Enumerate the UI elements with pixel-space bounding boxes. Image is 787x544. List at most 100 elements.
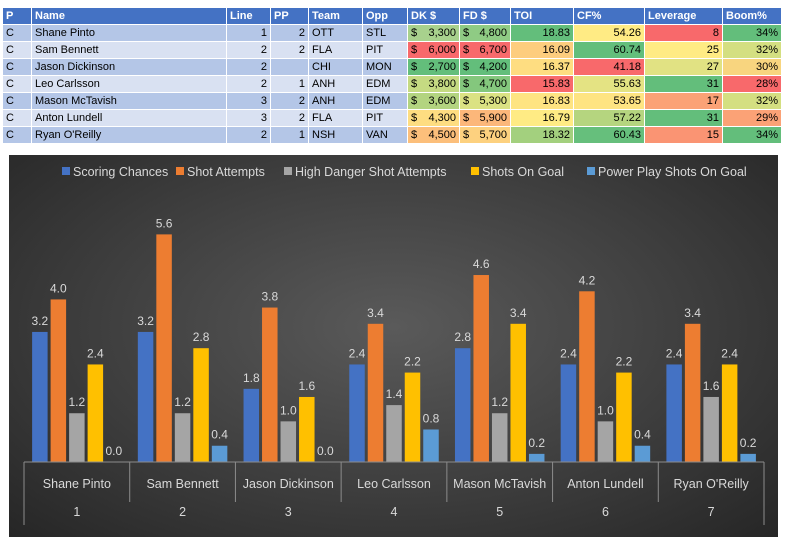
cell-team[interactable]: NSH	[308, 126, 363, 144]
table-row[interactable]: C Ryan O'Reilly 2 1 NSH VAN $4,500 $5,700 18.32 6…	[2, 126, 782, 144]
bar[interactable]	[491, 413, 508, 462]
bar[interactable]	[156, 234, 172, 462]
header-dk[interactable]: DK $	[407, 7, 460, 25]
bar[interactable]	[666, 364, 682, 462]
bar[interactable]	[616, 372, 632, 462]
bar[interactable]	[193, 348, 209, 462]
cell-cf-pct[interactable]: 60.43	[573, 126, 645, 144]
cell-cf-pct[interactable]: 55.63	[573, 75, 645, 93]
cell-opp[interactable]: MON	[362, 58, 408, 76]
cell-team[interactable]: FLA	[308, 41, 363, 59]
bar[interactable]	[404, 372, 421, 462]
cell-team[interactable]: ANH	[308, 92, 363, 110]
cell-pp[interactable]: 2	[270, 109, 309, 127]
header-line[interactable]: Line	[226, 7, 271, 25]
cell-toi[interactable]: 16.09	[510, 41, 574, 59]
legend-item[interactable]: High Danger Shot Attempts	[284, 165, 446, 179]
cell-boom-pct[interactable]: 32%	[722, 92, 782, 110]
cell-line[interactable]: 1	[226, 24, 271, 42]
legend-item[interactable]: Shot Attempts	[176, 165, 265, 179]
bar[interactable]	[560, 364, 577, 462]
cell-fd-salary[interactable]: $5,700	[459, 126, 511, 144]
bar[interactable]	[721, 364, 738, 462]
cell-boom-pct[interactable]: 32%	[722, 41, 782, 59]
bar[interactable]	[174, 413, 191, 462]
cell-opp[interactable]: EDM	[362, 92, 408, 110]
cell-line[interactable]: 2	[226, 75, 271, 93]
cell-position[interactable]: C	[2, 126, 32, 144]
cell-leverage[interactable]: 8	[644, 24, 723, 42]
legend-item[interactable]: Power Play Shots On Goal	[587, 165, 747, 179]
bar[interactable]	[703, 396, 719, 462]
cell-line[interactable]: 3	[226, 92, 271, 110]
bar[interactable]	[50, 299, 67, 462]
header-leverage[interactable]: Leverage	[644, 7, 723, 25]
table-row[interactable]: C Sam Bennett 2 2 FLA PIT $6,000 $6,700 16.09 60.…	[2, 41, 782, 59]
cell-toi[interactable]: 18.83	[510, 24, 574, 42]
cell-cf-pct[interactable]: 60.74	[573, 41, 645, 59]
header-team[interactable]: Team	[308, 7, 363, 25]
cell-cf-pct[interactable]: 57.22	[573, 109, 645, 127]
cell-line[interactable]: 2	[226, 58, 271, 76]
cell-name[interactable]: Shane Pinto	[31, 24, 227, 42]
cell-line[interactable]: 2	[226, 41, 271, 59]
cell-cf-pct[interactable]: 41.18	[573, 58, 645, 76]
cell-pp[interactable]	[270, 58, 309, 76]
cell-fd-salary[interactable]: $6,700	[459, 41, 511, 59]
cell-boom-pct[interactable]: 34%	[722, 24, 782, 42]
bar[interactable]	[454, 348, 471, 462]
header-p[interactable]: P	[2, 7, 32, 25]
cell-fd-salary[interactable]: $4,800	[459, 24, 511, 42]
cell-dk-salary[interactable]: $4,300	[407, 109, 460, 127]
cell-team[interactable]: OTT	[308, 24, 363, 42]
bar[interactable]	[137, 331, 154, 462]
cell-pp[interactable]: 1	[270, 126, 309, 144]
bar[interactable]	[473, 275, 489, 462]
table-row[interactable]: C Anton Lundell 3 2 FLA PIT $4,300 $5,900 16.79 5…	[2, 109, 782, 127]
cell-name[interactable]: Anton Lundell	[31, 109, 227, 127]
bar[interactable]	[280, 421, 297, 462]
cell-toi[interactable]: 16.37	[510, 58, 574, 76]
cell-toi[interactable]: 16.79	[510, 109, 574, 127]
cell-position[interactable]: C	[2, 92, 32, 110]
legend-item[interactable]: Scoring Chances	[62, 165, 168, 179]
cell-opp[interactable]: EDM	[362, 75, 408, 93]
bar[interactable]	[740, 453, 756, 462]
cell-pp[interactable]: 2	[270, 24, 309, 42]
cell-line[interactable]: 2	[226, 126, 271, 144]
bar[interactable]	[211, 445, 228, 462]
cell-name[interactable]: Sam Bennett	[31, 41, 227, 59]
cell-name[interactable]: Jason Dickinson	[31, 58, 227, 76]
cell-dk-salary[interactable]: $3,800	[407, 75, 460, 93]
cell-opp[interactable]: STL	[362, 24, 408, 42]
header-toi[interactable]: TOI	[510, 7, 574, 25]
bar[interactable]	[87, 364, 104, 462]
bar[interactable]	[528, 453, 545, 462]
cell-fd-salary[interactable]: $4,700	[459, 75, 511, 93]
cell-leverage[interactable]: 27	[644, 58, 723, 76]
bar[interactable]	[579, 291, 595, 462]
cell-leverage[interactable]: 25	[644, 41, 723, 59]
bar[interactable]	[386, 405, 402, 462]
cell-leverage[interactable]: 17	[644, 92, 723, 110]
table-row[interactable]: C Shane Pinto 1 2 OTT STL $3,300 $4,800 18.83 54.…	[2, 24, 782, 42]
cell-toi[interactable]: 16.83	[510, 92, 574, 110]
cell-cf-pct[interactable]: 54.26	[573, 24, 645, 42]
bar[interactable]	[69, 413, 85, 462]
cell-pp[interactable]: 1	[270, 75, 309, 93]
cell-opp[interactable]: VAN	[362, 126, 408, 144]
header-fd[interactable]: FD $	[459, 7, 511, 25]
cell-fd-salary[interactable]: $4,200	[459, 58, 511, 76]
cell-pp[interactable]: 2	[270, 92, 309, 110]
bar[interactable]	[634, 445, 651, 462]
cell-boom-pct[interactable]: 30%	[722, 58, 782, 76]
cell-leverage[interactable]: 31	[644, 109, 723, 127]
cell-fd-salary[interactable]: $5,900	[459, 109, 511, 127]
bar[interactable]	[510, 323, 526, 462]
table-row[interactable]: C Jason Dickinson 2 CHI MON $2,700 $4,200 16.37…	[2, 58, 782, 76]
table-row[interactable]: C Leo Carlsson 2 1 ANH EDM $3,800 $4,700 15.83 55…	[2, 75, 782, 93]
cell-dk-salary[interactable]: $3,300	[407, 24, 460, 42]
cell-dk-salary[interactable]: $2,700	[407, 58, 460, 76]
cell-team[interactable]: FLA	[308, 109, 363, 127]
bar[interactable]	[423, 429, 439, 462]
